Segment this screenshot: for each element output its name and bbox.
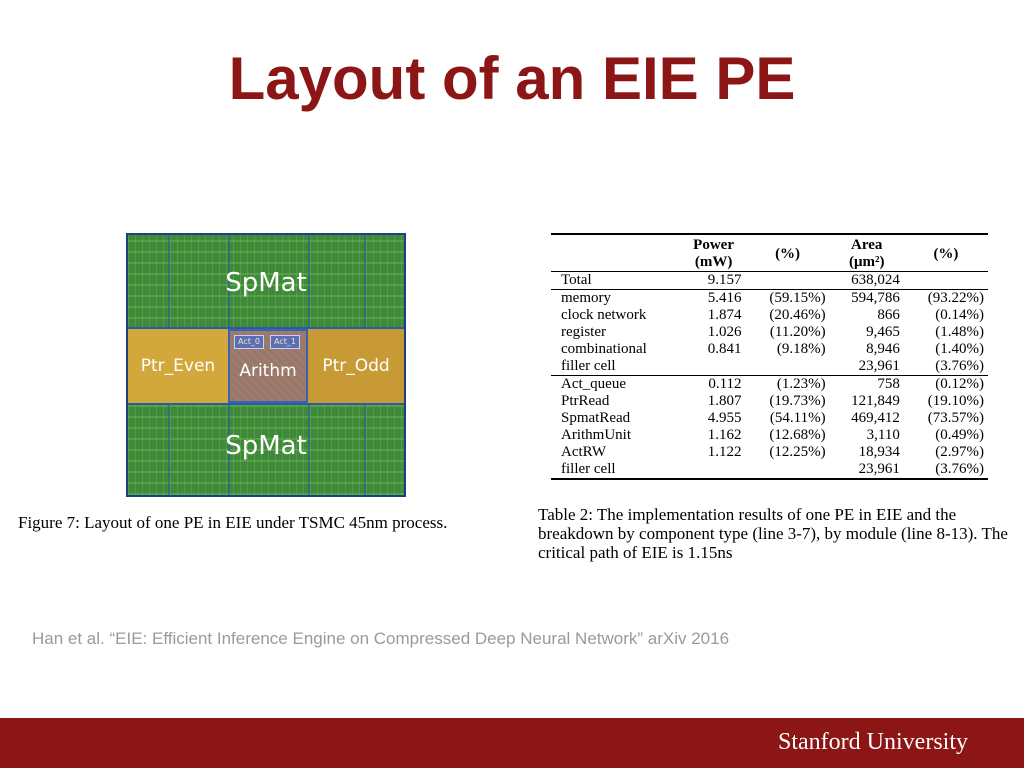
- row-label: filler cell: [561, 461, 616, 477]
- row-power-pct: (20.46%): [769, 307, 826, 323]
- table-row: filler cell 23,961 (3.76%): [551, 461, 988, 479]
- table-row: memory 5.416 (59.15%) 594,786 (93.22%): [551, 289, 988, 307]
- row-area-pct: [904, 272, 988, 290]
- row-power-pct: [746, 272, 830, 290]
- power-header-label: Power: [693, 237, 734, 253]
- row-area: 866: [877, 307, 900, 323]
- chip-band-border: [128, 327, 404, 329]
- row-area: 18,934: [858, 444, 900, 460]
- row-label: memory: [551, 289, 682, 307]
- results-table: Power (mW) (%) Area (μm²) (%) Total 9.15…: [551, 233, 988, 480]
- row-power: 9.157: [707, 272, 742, 288]
- row-area: 9,465: [866, 324, 900, 340]
- figure-caption: Figure 7: Layout of one PE in EIE under …: [18, 513, 448, 532]
- row-area-pct: (2.97%): [935, 444, 984, 460]
- row-area: 758: [829, 375, 904, 393]
- pe-layout-figure: SpMat Ptr_Even Arithm Ptr_Odd Act_0 Act_…: [126, 233, 406, 497]
- area-header-label: Area: [851, 237, 883, 253]
- chip-band-border: [128, 403, 404, 405]
- row-power: 4.955: [707, 410, 742, 426]
- row-power-pct: (11.20%): [769, 324, 826, 340]
- act0-label: Act_0: [234, 335, 264, 349]
- row-power: 1.807: [707, 393, 742, 409]
- row-label: Act_queue: [551, 375, 682, 393]
- row-area-pct: (0.49%): [935, 427, 984, 443]
- table-row: clock network 1.874 (20.46%) 866 (0.14%): [551, 307, 988, 324]
- row-power-pct: (12.68%): [769, 427, 826, 443]
- row-area: 8,946: [866, 341, 900, 357]
- spmat-bottom-label: SpMat: [225, 431, 307, 461]
- row-label: ArithmUnit: [561, 427, 631, 443]
- row-area: 23,961: [858, 461, 900, 477]
- row-area: 469,412: [851, 410, 900, 426]
- power-header: Power (mW): [681, 234, 746, 272]
- row-label: filler cell: [561, 358, 616, 374]
- row-power-pct: (9.18%): [776, 341, 826, 357]
- table-row: combinational 0.841 (9.18%) 8,946 (1.40%…: [551, 341, 988, 358]
- row-label: SpmatRead: [561, 410, 631, 426]
- table-caption: Table 2: The implementation results of o…: [538, 505, 1008, 562]
- row-area: 121,849: [851, 393, 900, 409]
- row-power: 1.026: [707, 324, 742, 340]
- row-area: 638,024: [851, 272, 900, 288]
- row-area-pct: (0.12%): [903, 375, 988, 393]
- row-power: 5.416: [681, 289, 746, 307]
- power-pct-header: (%): [745, 234, 830, 272]
- row-power-pct: (54.11%): [769, 410, 826, 426]
- table-row: PtrRead 1.807 (19.73%) 121,849 (19.10%): [551, 393, 988, 410]
- row-power: 1.162: [707, 427, 742, 443]
- row-area-pct: (93.22%): [903, 289, 988, 307]
- table-row: register 1.026 (11.20%) 9,465 (1.48%): [551, 324, 988, 341]
- act1-label: Act_1: [270, 335, 300, 349]
- row-power-pct: [746, 358, 830, 376]
- row-area-pct: (3.76%): [935, 461, 984, 477]
- table-row: SpmatRead 4.955 (54.11%) 469,412 (73.57%…: [551, 410, 988, 427]
- area-unit-label: (μm²): [848, 254, 885, 270]
- row-power-pct: (12.25%): [769, 444, 826, 460]
- citation-reference: Han et al. “EIE: Efficient Inference Eng…: [32, 629, 730, 648]
- table-header-row: Power (mW) (%) Area (μm²) (%): [551, 234, 988, 272]
- row-label: ActRW: [561, 444, 606, 460]
- row-power-pct: (1.23%): [745, 375, 830, 393]
- row-label: Total: [561, 272, 592, 288]
- table-row: Total 9.157 638,024: [551, 272, 988, 290]
- row-area-pct: (3.76%): [935, 358, 984, 374]
- ptr-odd-block: Ptr_Odd: [308, 329, 404, 403]
- label-header: [551, 234, 682, 272]
- table-row: ArithmUnit 1.162 (12.68%) 3,110 (0.49%): [551, 427, 988, 444]
- row-area: 3,110: [866, 427, 900, 443]
- table-row: ActRW 1.122 (12.25%) 18,934 (2.97%): [551, 444, 988, 461]
- row-power: [682, 461, 746, 479]
- power-unit-label: (mW): [694, 254, 733, 270]
- row-label: PtrRead: [561, 393, 610, 409]
- footer-bar: Stanford University: [0, 718, 1024, 768]
- row-area: 23,961: [858, 358, 900, 374]
- area-header: Area (μm²): [829, 234, 904, 272]
- row-power-pct: [746, 461, 830, 479]
- table-row: Act_queue 0.112 (1.23%) 758 (0.12%): [551, 375, 988, 393]
- row-area-pct: (1.48%): [935, 324, 984, 340]
- row-power-pct: (19.73%): [769, 393, 826, 409]
- row-power: 1.122: [707, 444, 742, 460]
- row-power-pct: (59.15%): [745, 289, 830, 307]
- row-power: 1.874: [707, 307, 742, 323]
- row-area-pct: (1.40%): [935, 341, 984, 357]
- ptr-even-block: Ptr_Even: [128, 329, 228, 403]
- row-label: register: [561, 324, 606, 340]
- row-area-pct: (19.10%): [927, 393, 984, 409]
- row-label: combinational: [561, 341, 647, 357]
- area-pct-header: (%): [903, 234, 988, 272]
- stanford-logo-text: Stanford University: [778, 729, 968, 755]
- row-power: 0.112: [681, 375, 746, 393]
- row-label: clock network: [561, 307, 647, 323]
- row-power: 0.841: [707, 341, 742, 357]
- row-area-pct: (73.57%): [927, 410, 984, 426]
- row-power: [682, 358, 746, 376]
- slide-title: Layout of an EIE PE: [228, 45, 796, 112]
- table-row: filler cell 23,961 (3.76%): [551, 358, 988, 376]
- spmat-top-label: SpMat: [225, 268, 307, 298]
- row-area-pct: (0.14%): [935, 307, 984, 323]
- row-area: 594,786: [829, 289, 904, 307]
